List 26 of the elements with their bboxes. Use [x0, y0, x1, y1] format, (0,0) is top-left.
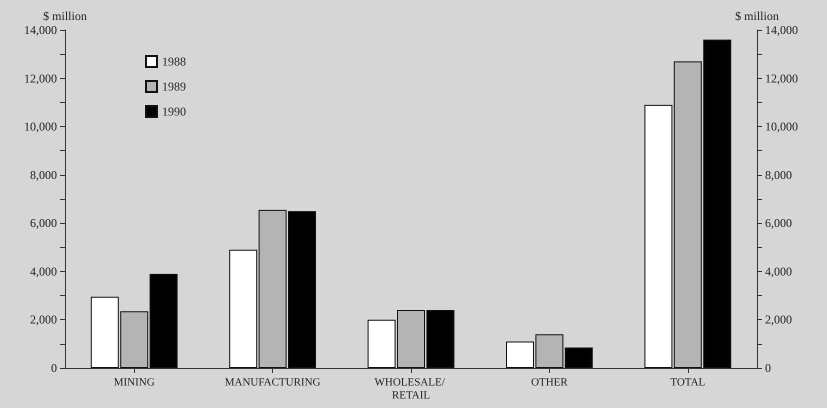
y-tick-label: 10,000: [24, 120, 57, 134]
y2-tick-label: 12,000: [765, 71, 798, 86]
y2-axis-title: $ million: [735, 9, 779, 23]
y-tick-label: 2,000: [30, 312, 57, 327]
y-tick-label: 12,000: [24, 71, 57, 86]
y-axis-title: $ million: [43, 9, 87, 23]
x-tick-label: MINING: [114, 376, 155, 388]
y-tick-label: 8,000: [30, 168, 57, 182]
y-tick-label: 14,000: [24, 23, 57, 37]
x-tick-label: WHOLESALE/ RETAIL: [374, 376, 448, 402]
legend-label: 1990: [162, 104, 186, 118]
y2-tick-label: 6,000: [765, 216, 792, 230]
y-tick-label: 6,000: [30, 216, 57, 230]
y-tick-label: 4,000: [30, 264, 57, 278]
y2-tick-label: 10,000: [765, 120, 798, 134]
x-tick-label: TOTAL: [670, 376, 706, 388]
x-tick-label: MANUFACTURING: [224, 376, 321, 388]
y2-tick-label: 14,000: [765, 23, 798, 37]
x-tick-label: OTHER: [531, 376, 568, 388]
y2-tick-label: 8,000: [765, 168, 792, 182]
legend-label: 1988: [162, 54, 186, 68]
y2-tick-label: 2,000: [765, 312, 792, 327]
legend-label: 1989: [162, 80, 186, 94]
y2-tick-label: 0: [765, 361, 771, 375]
y2-tick-label: 4,000: [765, 264, 792, 278]
y-tick-label: 0: [51, 361, 57, 375]
